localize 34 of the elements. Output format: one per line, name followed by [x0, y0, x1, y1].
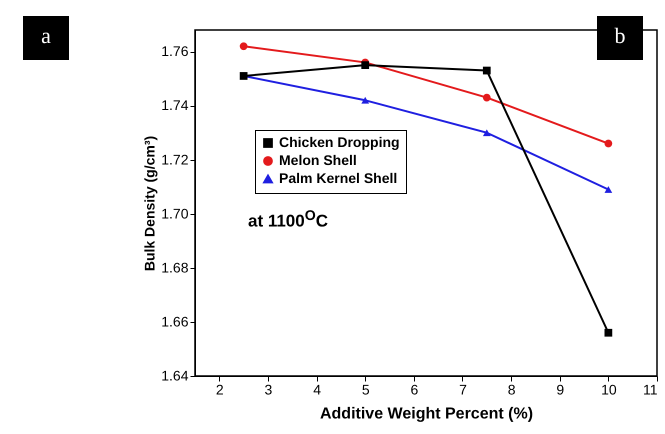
point [482, 66, 491, 74]
x-tick-label: 4 [313, 382, 322, 398]
y-tick-label: 1.68 [161, 259, 189, 276]
annotation: at 1100$^{O}$C [248, 208, 328, 232]
x-tick-label: 2 [216, 382, 224, 398]
point [240, 42, 248, 50]
legend-label: Palm Kernel Shell [279, 170, 398, 186]
y-tick-label: 1.76 [161, 43, 189, 60]
y-tick-label: 1.74 [161, 97, 189, 114]
legend-label: Melon Shell [279, 152, 357, 168]
x-tick-label: 7 [459, 382, 468, 398]
point [361, 61, 370, 70]
point [361, 96, 370, 104]
x-tick-label: 10 [601, 382, 617, 398]
x-tick-label: 11 [642, 382, 658, 398]
x-tick-label: 6 [410, 382, 418, 398]
point [482, 129, 491, 136]
x-axis-title: Additive Weight Percent (%) [320, 406, 534, 422]
x-tick-label: 5 [362, 382, 370, 398]
y-tick-label: 1.72 [161, 151, 189, 168]
text: a [23, 16, 69, 60]
y-tick-label: 1.70 [161, 205, 189, 222]
y-tick-label: 1.64 [161, 368, 189, 384]
x-tick-label: 8 [508, 382, 516, 398]
y-tick-label: 1.66 [161, 313, 189, 330]
y-axis-title: Bulk Density (g/cm³) [141, 136, 158, 272]
annotation: b [597, 16, 643, 60]
legend-label: Chicken Dropping [279, 134, 400, 150]
point [604, 186, 612, 193]
point [482, 94, 491, 102]
point [604, 140, 612, 148]
x-tick-label: 9 [556, 382, 564, 398]
x-tick-label: 3 [264, 382, 273, 398]
point [604, 328, 612, 337]
